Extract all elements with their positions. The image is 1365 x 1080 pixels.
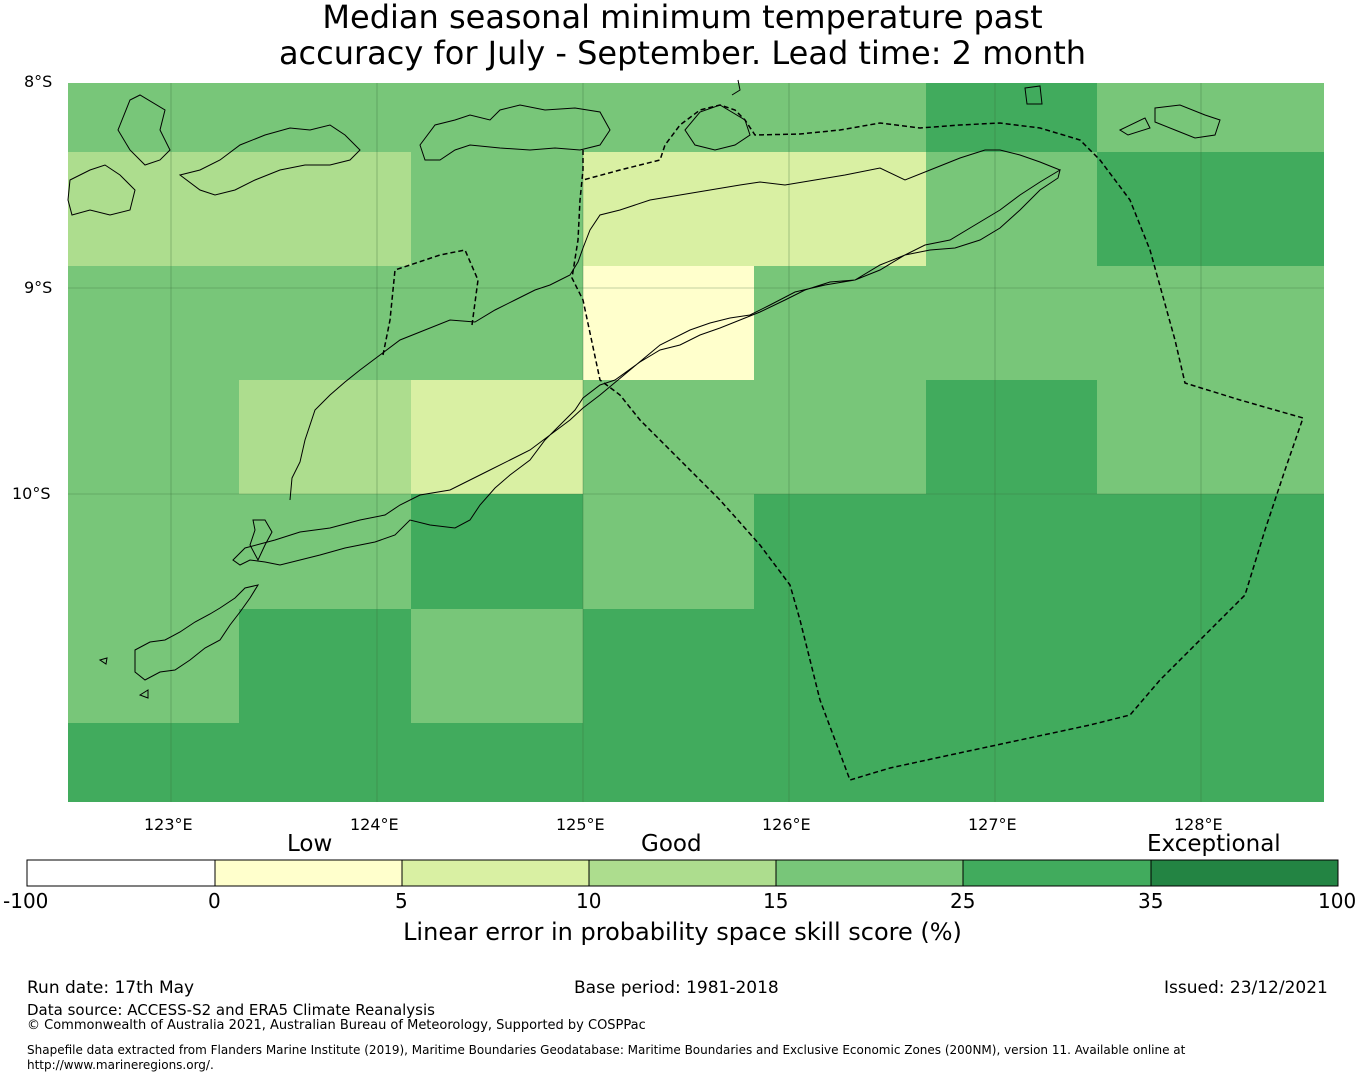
grid-cell — [68, 609, 239, 723]
grid-cell — [68, 723, 1324, 802]
grid-cell — [926, 380, 1097, 494]
colorbar-segment — [589, 860, 776, 886]
data-source: Data source: ACCESS-S2 and ERA5 Climate … — [27, 1001, 435, 1019]
colorbar-segment — [776, 860, 963, 886]
colorbar-tick: 5 — [395, 889, 408, 913]
grid-cell — [411, 380, 583, 494]
colorbar-segment — [402, 860, 589, 886]
lat-label-8s: 8°S — [24, 72, 53, 91]
colorbar-frame — [26, 859, 1339, 887]
shapefile-credit-line-2: http://www.marineregions.org/. — [27, 1058, 214, 1072]
grid-cell — [926, 152, 1097, 266]
map-title-line-2: accuracy for July - September. Lead time… — [278, 34, 1087, 72]
lat-label-10s: 10°S — [12, 484, 51, 503]
timor-coastline — [232, 168, 1061, 566]
map-title-line-1: Median seasonal minimum temperature past — [322, 0, 1043, 36]
lon-label-125e: 125°E — [556, 815, 605, 834]
colorbar-label: Linear error in probability space skill … — [403, 918, 962, 946]
grid-cell — [239, 609, 411, 723]
grid-cell — [1097, 380, 1324, 494]
colorbar-tick: -100 — [3, 889, 49, 913]
colorbar-segment — [963, 860, 1151, 886]
colorbar-tick: 35 — [1138, 889, 1164, 913]
grid-cell — [583, 609, 1324, 723]
colorbar — [26, 859, 1339, 887]
grid-cell — [754, 266, 1324, 380]
north-islands — [67, 79, 1221, 216]
colorbar-segment — [215, 860, 402, 886]
grid-cell — [583, 266, 754, 380]
grid-cell — [926, 83, 1097, 152]
grid-cell — [411, 494, 583, 609]
colorbar-category-exceptional: Exceptional — [1147, 831, 1281, 857]
colorbar-category-low: Low — [287, 831, 333, 857]
lon-label-128e: 128°E — [1174, 815, 1223, 834]
grid-cell — [68, 152, 411, 266]
grid-cell — [1097, 83, 1324, 152]
lat-label-9s: 9°S — [24, 278, 53, 297]
lon-label-127e: 127°E — [968, 815, 1017, 834]
grid-cell — [583, 152, 926, 266]
colorbar-category-good: Good — [641, 831, 702, 857]
grid-cell — [68, 266, 583, 380]
colorbar-segment — [27, 860, 215, 886]
grid-cell — [68, 494, 411, 609]
lon-label-126e: 126°E — [762, 815, 811, 834]
colorbar-tick: 100 — [1318, 889, 1357, 913]
colorbar-tick: 25 — [950, 889, 976, 913]
timor-leste-eez-boundary — [571, 104, 1304, 781]
southwest-islands — [98, 519, 273, 699]
grid-cell — [411, 609, 583, 723]
maritime-boundaries — [382, 104, 1304, 781]
shapefile-credit-line-1: Shapefile data extracted from Flanders M… — [27, 1043, 1186, 1057]
timor-north-coast — [289, 149, 1061, 501]
grid-cell — [1097, 152, 1324, 266]
graticule — [68, 83, 1324, 802]
oecusse-boundary — [382, 249, 479, 356]
grid-cell — [68, 83, 926, 152]
grid-cell — [754, 494, 1324, 609]
copyright: © Commonwealth of Australia 2021, Austra… — [27, 1018, 646, 1033]
grid-cell — [583, 380, 926, 494]
grid-cell — [68, 380, 239, 494]
colorbar-tick: 15 — [763, 889, 789, 913]
colorbar-segment — [1151, 860, 1338, 886]
coastlines — [67, 79, 1221, 699]
base-period: Base period: 1981-2018 — [574, 978, 779, 998]
lon-label-124e: 124°E — [350, 815, 399, 834]
grid-cell — [239, 380, 411, 494]
colorbar-tick: 10 — [576, 889, 602, 913]
skill-score-grid — [68, 83, 1324, 802]
run-date: Run date: 17th May — [27, 978, 195, 998]
grid-cell — [583, 494, 754, 609]
grid-cell — [411, 152, 583, 266]
issued-date: Issued: 23/12/2021 — [1164, 978, 1328, 998]
colorbar-tick: 0 — [208, 889, 221, 913]
lon-label-123e: 123°E — [144, 815, 193, 834]
